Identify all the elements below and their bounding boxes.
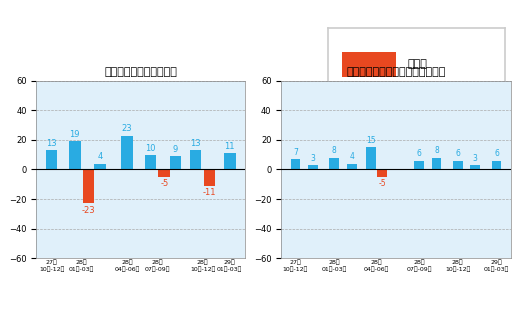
Text: 11: 11 <box>225 142 235 151</box>
Text: 8: 8 <box>332 146 337 156</box>
Text: 10: 10 <box>145 143 156 152</box>
Text: 3: 3 <box>311 154 316 163</box>
Text: 3: 3 <box>473 154 478 163</box>
Text: 見通し: 見通し <box>408 105 428 115</box>
Bar <box>329 158 339 169</box>
Bar <box>46 150 57 169</box>
Text: 6: 6 <box>416 149 421 158</box>
Text: -11: -11 <box>203 188 216 197</box>
Bar <box>366 147 376 169</box>
Text: 9: 9 <box>173 145 178 154</box>
Text: -5: -5 <box>379 179 386 188</box>
Bar <box>291 159 301 169</box>
Text: 23: 23 <box>122 124 132 133</box>
Title: １戸当り受注床面積指数（全国）: １戸当り受注床面積指数（全国） <box>346 67 445 77</box>
Bar <box>377 169 387 177</box>
Bar <box>224 153 235 169</box>
Bar <box>158 169 170 177</box>
Bar <box>190 150 202 169</box>
Bar <box>69 142 81 169</box>
Bar <box>94 164 106 169</box>
Bar <box>308 165 318 169</box>
Bar <box>491 161 501 169</box>
Text: 19: 19 <box>70 130 80 139</box>
Bar <box>204 169 215 186</box>
Text: 7: 7 <box>293 148 298 157</box>
Text: 15: 15 <box>366 136 376 145</box>
Bar <box>347 164 357 169</box>
Text: 13: 13 <box>46 139 57 148</box>
Text: 4: 4 <box>97 152 103 161</box>
Text: 実　績: 実 績 <box>408 59 428 69</box>
FancyBboxPatch shape <box>342 52 395 77</box>
Text: 6: 6 <box>494 149 499 158</box>
Bar <box>170 156 181 169</box>
Bar <box>121 136 133 169</box>
Text: 13: 13 <box>190 139 201 148</box>
Bar <box>414 161 424 169</box>
Text: -5: -5 <box>160 179 168 188</box>
FancyBboxPatch shape <box>342 97 395 123</box>
Bar <box>470 165 480 169</box>
Bar <box>83 169 94 203</box>
Text: -23: -23 <box>82 206 95 215</box>
Bar <box>431 158 441 169</box>
Text: 4: 4 <box>350 152 354 161</box>
Text: 8: 8 <box>434 146 439 156</box>
Title: 総受注金額指数（全国）: 総受注金額指数（全国） <box>104 67 177 77</box>
Text: 6: 6 <box>455 149 460 158</box>
Bar <box>453 161 463 169</box>
Bar <box>145 155 156 169</box>
